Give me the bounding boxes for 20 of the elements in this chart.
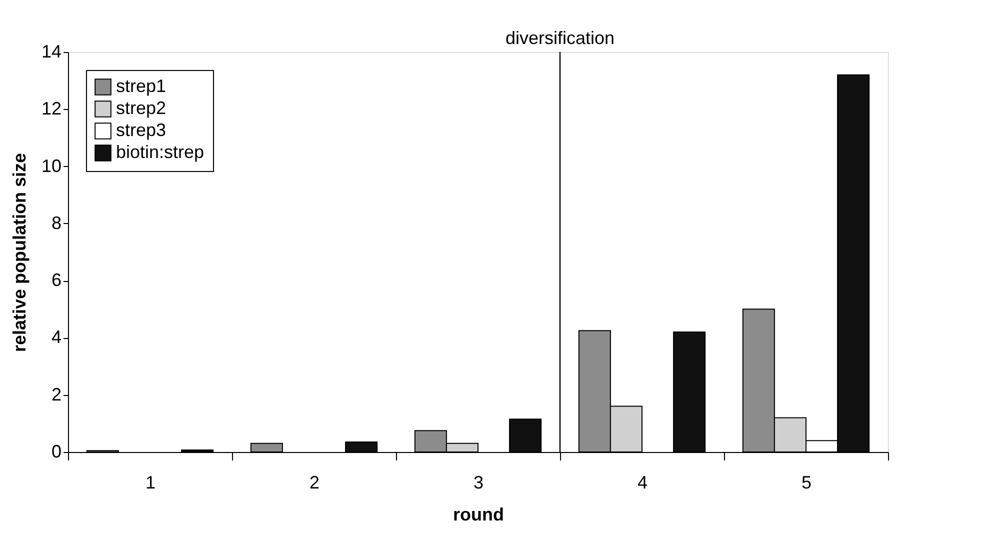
- y-tick-label: 4: [51, 327, 62, 348]
- x-axis-title: round: [453, 504, 504, 524]
- y-tick-label: 8: [51, 212, 62, 233]
- x-tick-label: 4: [637, 472, 648, 492]
- y-axis-title: relative population size: [9, 152, 30, 352]
- y-tick-label: 14: [41, 42, 62, 62]
- x-tick-label: 1: [145, 472, 156, 492]
- x-tick-label: 3: [473, 472, 484, 492]
- y-tick-label: 10: [41, 156, 62, 176]
- y-tick-label: 0: [51, 442, 62, 462]
- x-tick-label: 5: [801, 472, 812, 492]
- y-tick-label: 12: [41, 98, 62, 119]
- x-tick-label: 2: [309, 472, 320, 492]
- text: diversification: [505, 28, 615, 48]
- legend-label: strep3: [116, 120, 166, 140]
- y-tick-label: 6: [51, 270, 62, 290]
- y-tick-label: 2: [51, 384, 62, 404]
- legend-label: strep2: [116, 98, 166, 118]
- legend-label: strep1: [116, 76, 166, 96]
- legend-label: biotin:strep: [116, 142, 204, 162]
